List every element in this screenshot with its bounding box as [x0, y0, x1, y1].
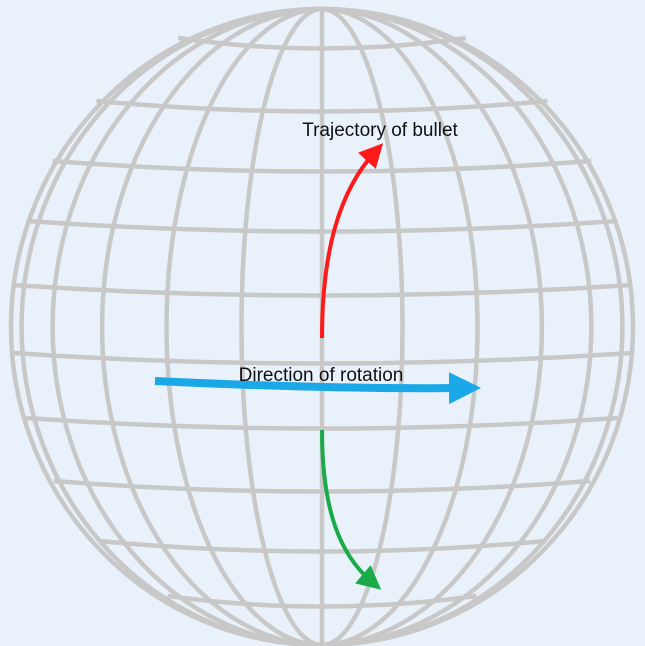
parallel — [25, 415, 619, 431]
parallel — [96, 98, 548, 114]
bullet-trajectory-arrow — [320, 143, 384, 339]
parallel — [98, 538, 546, 554]
parallel — [12, 350, 632, 366]
rotation-arrow — [154, 372, 481, 405]
bullet-trajectory-arrow-south — [320, 429, 382, 590]
parallel — [167, 593, 477, 609]
parallel — [177, 35, 467, 51]
parallel — [26, 218, 618, 234]
parallel — [52, 158, 592, 174]
parallel — [53, 478, 591, 494]
rotation-label: Direction of rotation — [239, 365, 404, 386]
trajectory-label: Trajectory of bullet — [302, 120, 458, 141]
